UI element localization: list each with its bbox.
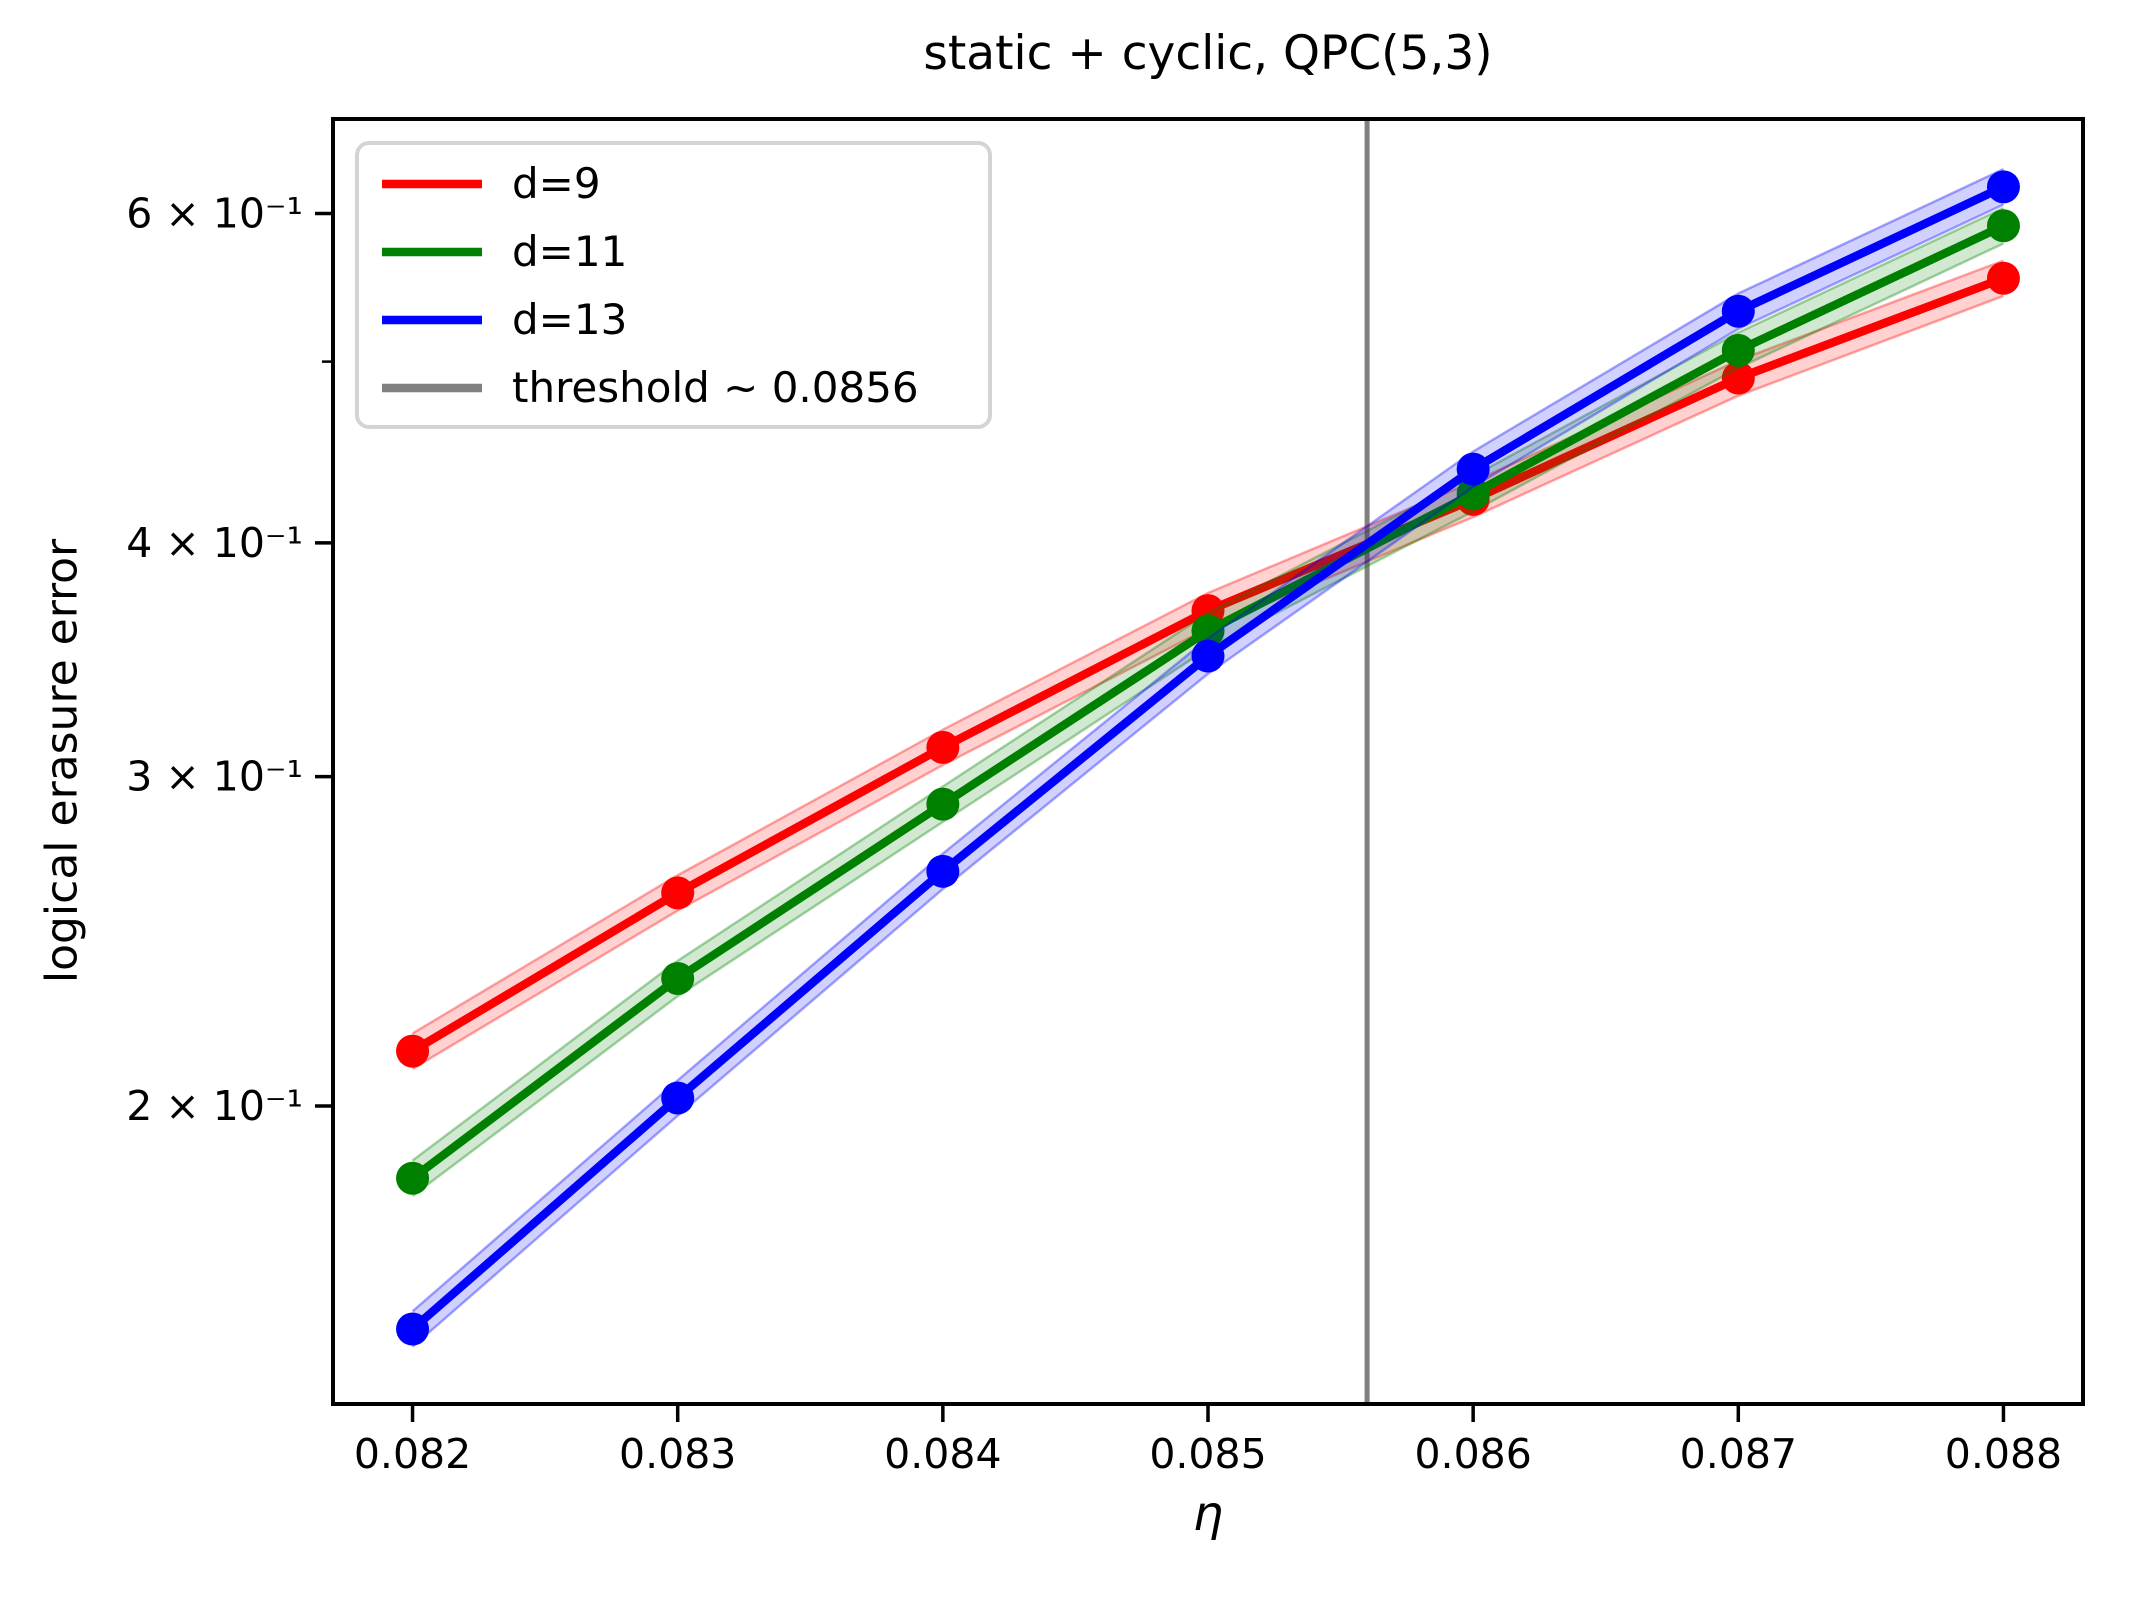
legend-label-3: d=13 — [512, 295, 627, 344]
data-point-d=9 — [1721, 361, 1755, 395]
x-tick-label: 0.087 — [1680, 1430, 1797, 1478]
data-point-d=13 — [396, 1312, 430, 1346]
data-point-d=9 — [926, 730, 960, 764]
series-band-edge — [411, 203, 2004, 1348]
legend: d=9 d=11 d=13 threshold ~ 0.0856 — [355, 141, 992, 429]
y-tick-label: 2 × 10⁻¹ — [126, 1082, 303, 1130]
chart-title: static + cyclic, QPC(5,3) — [923, 26, 1493, 81]
y-tick-label: 3 × 10⁻¹ — [126, 753, 303, 801]
data-point-d=11 — [396, 1161, 430, 1195]
data-point-d=13 — [926, 854, 960, 888]
data-point-d=11 — [1456, 477, 1490, 511]
y-tick-label: 6 × 10⁻¹ — [126, 189, 303, 237]
data-point-d=13 — [1986, 170, 2020, 204]
x-tick-label: 0.083 — [619, 1430, 736, 1478]
legend-label-1: d=9 — [512, 159, 601, 208]
data-point-d=13 — [661, 1081, 695, 1115]
x-tick-label: 0.085 — [1149, 1430, 1266, 1478]
data-point-d=9 — [661, 876, 695, 910]
data-point-d=11 — [1721, 333, 1755, 367]
x-tick-label: 0.086 — [1414, 1430, 1531, 1478]
legend-label-2: d=11 — [512, 227, 627, 276]
x-tick-label: 0.084 — [884, 1430, 1001, 1478]
data-point-d=13 — [1456, 452, 1490, 486]
data-point-d=11 — [661, 961, 695, 995]
legend-box — [355, 141, 992, 429]
data-point-d=11 — [1191, 614, 1225, 648]
data-point-d=11 — [1986, 209, 2020, 243]
series-band-d=11 — [412, 208, 2004, 1196]
x-tick-label: 0.088 — [1945, 1430, 2062, 1478]
data-point-d=13 — [1721, 294, 1755, 328]
y-tick-label: 4 × 10⁻¹ — [126, 519, 303, 567]
data-point-d=9 — [1986, 261, 2020, 295]
data-point-d=13 — [1191, 639, 1225, 673]
legend-label-4: threshold ~ 0.0856 — [512, 363, 919, 412]
data-point-d=11 — [926, 787, 960, 821]
data-point-d=9 — [396, 1034, 430, 1068]
series-band-edge — [411, 206, 2004, 1162]
series-band-edge — [411, 168, 2004, 1313]
x-axis-label: η — [1192, 1486, 1224, 1542]
x-tick-label: 0.082 — [354, 1430, 471, 1478]
